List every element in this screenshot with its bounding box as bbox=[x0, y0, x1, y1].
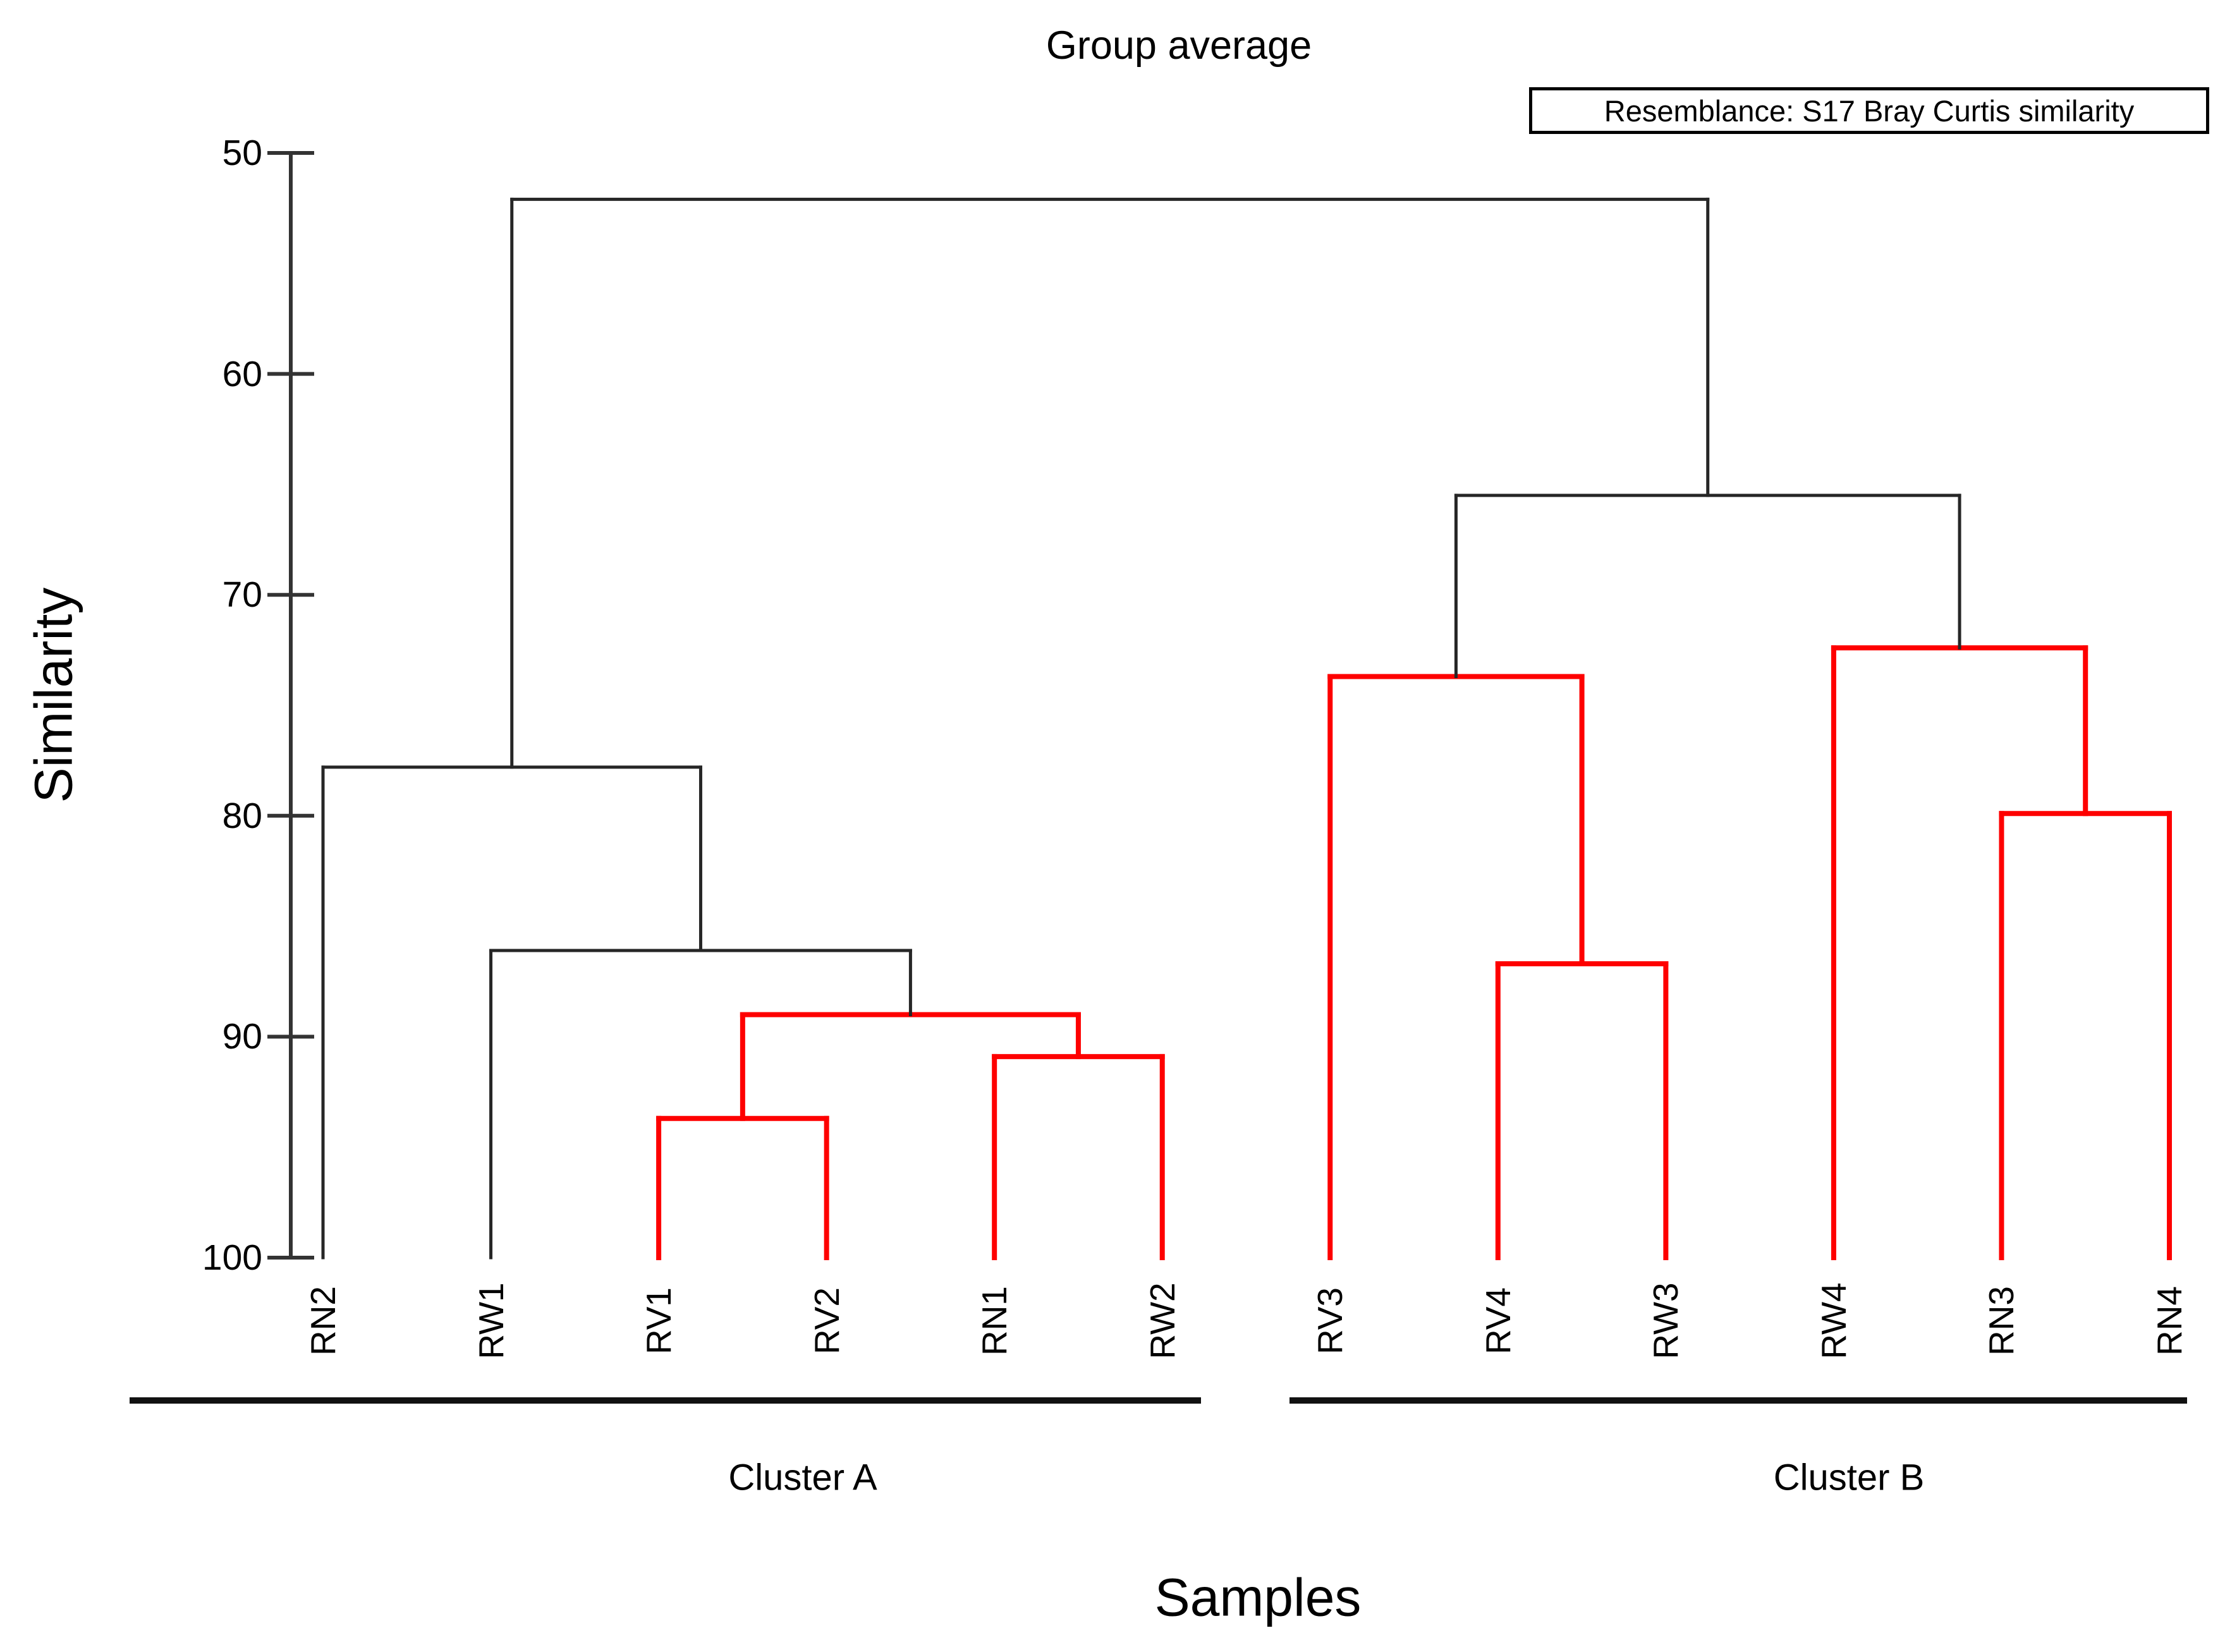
leaf-label-RW3: RW3 bbox=[1646, 1282, 1686, 1359]
cluster-b-underline bbox=[1289, 1397, 2187, 1404]
cluster-a-label: Cluster A bbox=[728, 1457, 877, 1498]
y-tick-label-50: 50 bbox=[222, 133, 262, 173]
y-tick-label-80: 80 bbox=[222, 795, 262, 836]
y-tick-label-60: 60 bbox=[222, 353, 262, 394]
y-tick-label-70: 70 bbox=[222, 574, 262, 616]
leaf-label-RW1: RW1 bbox=[471, 1282, 511, 1359]
leaf-label-RV4: RV4 bbox=[1478, 1287, 1518, 1354]
resemblance-box: Resemblance: S17 Bray Curtis similarity bbox=[1529, 87, 2209, 134]
leaf-label-RW4: RW4 bbox=[1814, 1282, 1853, 1359]
leaf-label-RW2: RW2 bbox=[1142, 1282, 1182, 1359]
resemblance-text: Resemblance: S17 Bray Curtis similarity bbox=[1604, 94, 2135, 128]
leaf-label-RN4: RN4 bbox=[2150, 1285, 2189, 1356]
x-axis-title: Samples bbox=[1154, 1567, 1362, 1627]
leaf-label-RN3: RN3 bbox=[1982, 1285, 2021, 1356]
chart-title: Group average bbox=[1046, 23, 1312, 68]
y-tick-label-100: 100 bbox=[202, 1237, 262, 1278]
leaf-label-RN1: RN1 bbox=[975, 1285, 1015, 1356]
cluster-b-label: Cluster B bbox=[1773, 1457, 1925, 1498]
leaf-label-RV1: RV1 bbox=[639, 1287, 679, 1354]
leaf-label-RV2: RV2 bbox=[807, 1287, 846, 1354]
leaf-label-RN2: RN2 bbox=[303, 1285, 343, 1356]
cluster-a-underline bbox=[130, 1397, 1201, 1404]
leaf-label-RV3: RV3 bbox=[1310, 1287, 1350, 1354]
y-tick-label-90: 90 bbox=[222, 1016, 262, 1057]
